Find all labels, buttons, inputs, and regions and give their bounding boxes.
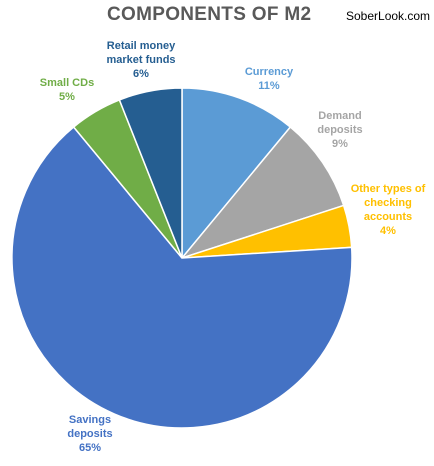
slice-label: Demand deposits 9% xyxy=(317,110,362,150)
slice-label: Other types of checking accounts 4% xyxy=(351,183,426,237)
slice-label: Savings deposits 65% xyxy=(67,414,112,454)
watermark: SoberLook.com xyxy=(346,9,431,23)
pie-slice xyxy=(179,125,345,260)
slice-label: Currency 11% xyxy=(245,66,294,92)
slice-label: Retail money market funds 6% xyxy=(106,40,176,80)
pie-slice xyxy=(181,87,292,261)
slice-label: Small CDs 5% xyxy=(40,77,94,103)
pie-slice xyxy=(11,125,353,429)
chart-title: COMPONENTS OF M2 xyxy=(107,4,312,25)
pie-slice xyxy=(118,87,183,259)
